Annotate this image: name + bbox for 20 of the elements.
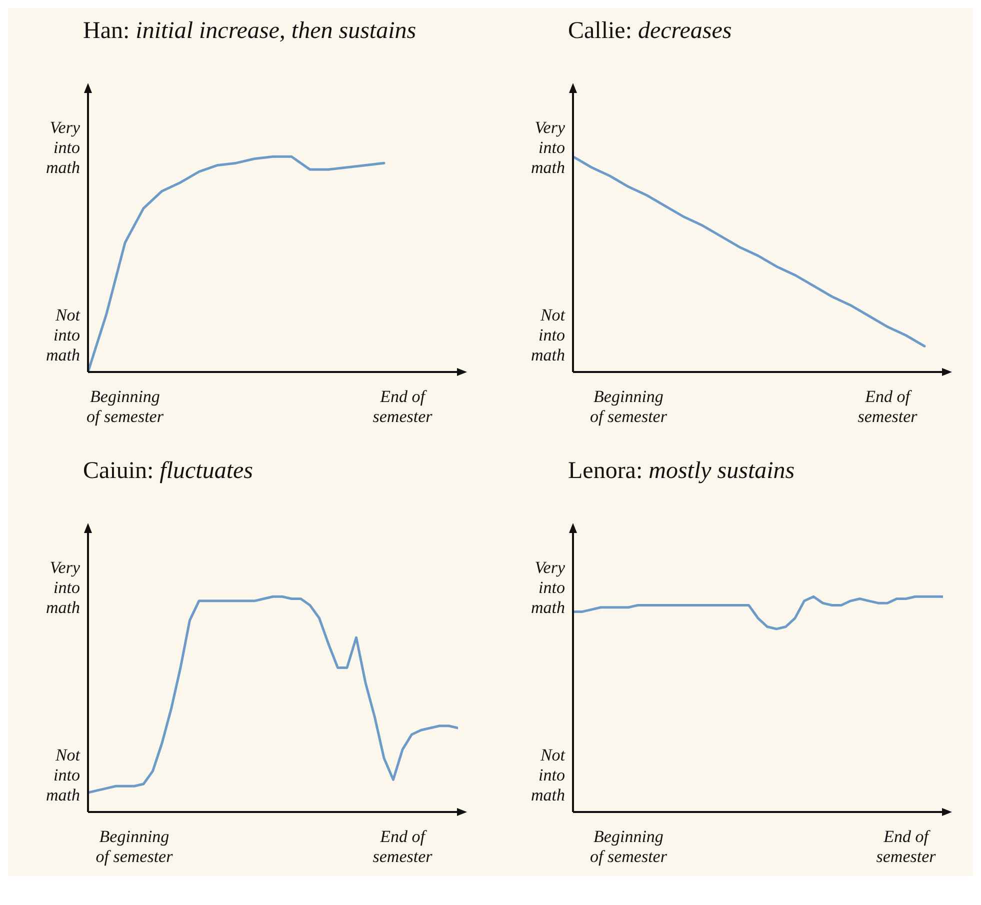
x-tick-label: Beginning of semester bbox=[86, 387, 164, 426]
x-tick-label: End of semester bbox=[858, 387, 918, 426]
text: Very into math bbox=[46, 558, 80, 617]
text: Not into math bbox=[46, 746, 82, 805]
text: Not into math bbox=[531, 746, 566, 805]
text: Very into math bbox=[531, 118, 566, 177]
text: Not into math bbox=[46, 306, 82, 365]
text: Very into math bbox=[46, 118, 80, 177]
chart-title: Han: initial increase, then sustains bbox=[83, 18, 416, 44]
x-tick-label: Beginning of semester bbox=[96, 827, 174, 866]
chart-title: Callie: decreases bbox=[568, 18, 732, 44]
x-tick-label: Beginning of semester bbox=[590, 827, 668, 866]
text: Not into math bbox=[531, 306, 566, 365]
chart-title: Lenora: mostly sustains bbox=[568, 458, 795, 484]
x-tick-label: End of semester bbox=[876, 827, 936, 866]
x-tick-label: End of semester bbox=[372, 387, 433, 426]
x-tick-label: Beginning of semester bbox=[590, 387, 668, 426]
x-tick-label: End of semester bbox=[372, 827, 433, 866]
text: Very into math bbox=[531, 558, 566, 617]
chart-title: Caiuin: fluctuates bbox=[83, 458, 253, 484]
